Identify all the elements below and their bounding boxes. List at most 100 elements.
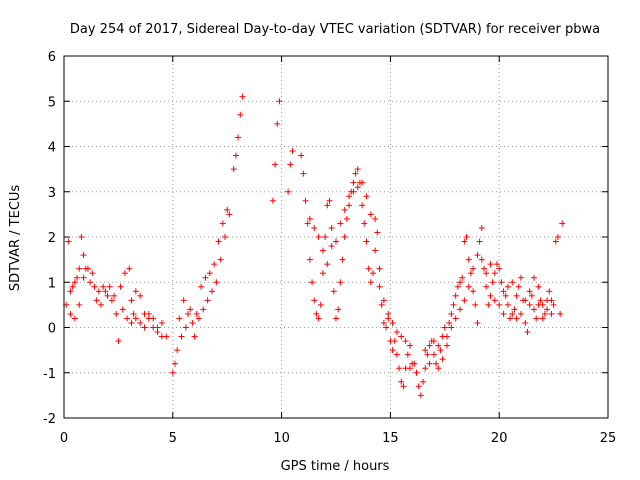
data-point-marker (232, 152, 239, 159)
data-point-marker (470, 265, 477, 272)
data-point-marker (145, 315, 152, 322)
data-point-marker (363, 238, 370, 245)
data-point-marker (507, 315, 514, 322)
data-point-marker (89, 270, 96, 277)
data-point-marker (476, 238, 483, 245)
data-point-marker (326, 197, 333, 204)
x-tick-label: 5 (169, 431, 177, 446)
data-point-marker (132, 288, 139, 295)
data-point-marker (359, 179, 366, 186)
data-point-marker (548, 310, 555, 317)
data-point-marker (215, 238, 222, 245)
data-point-marker (230, 166, 237, 173)
data-point-marker (76, 301, 83, 308)
data-point-marker (315, 315, 322, 322)
data-point-marker (328, 243, 335, 250)
data-point-marker (224, 206, 231, 213)
data-point-marker (411, 360, 418, 367)
data-point-marker (341, 206, 348, 213)
y-tick-label: 0 (48, 322, 56, 337)
data-point-marker (374, 229, 381, 236)
data-point-marker (393, 329, 400, 336)
data-point-marker (324, 261, 331, 268)
data-point-marker (417, 392, 424, 399)
data-point-marker (531, 306, 538, 313)
data-point-marker (372, 247, 379, 254)
data-point-marker (457, 279, 464, 286)
data-point-marker (169, 369, 176, 376)
data-point-marker (546, 288, 553, 295)
data-point-marker (448, 310, 455, 317)
data-point-marker (402, 338, 409, 345)
data-point-marker (383, 324, 390, 331)
data-point-marker (287, 161, 294, 168)
data-point-marker (237, 111, 244, 118)
data-point-marker (67, 288, 74, 295)
data-point-marker (128, 297, 135, 304)
data-point-marker (537, 297, 544, 304)
data-point-marker (404, 351, 411, 358)
data-point-marker (124, 315, 131, 322)
plot-frame (63, 55, 609, 419)
data-point-marker (95, 288, 102, 295)
data-point-marker (452, 315, 459, 322)
data-point-marker (491, 297, 498, 304)
data-point-marker (104, 292, 111, 299)
data-point-marker (526, 288, 533, 295)
data-point-marker (87, 279, 94, 286)
data-points (63, 93, 566, 399)
data-point-marker (269, 197, 276, 204)
data-point-marker (211, 261, 218, 268)
data-point-marker (498, 279, 505, 286)
data-point-marker (398, 378, 405, 385)
data-point-marker (496, 265, 503, 272)
data-point-marker (302, 197, 309, 204)
y-tick-label: 4 (48, 141, 56, 156)
data-point-marker (154, 329, 161, 336)
data-point-marker (426, 342, 433, 349)
data-point-marker (487, 261, 494, 268)
data-point-marker (511, 306, 518, 313)
data-point-marker (97, 301, 104, 308)
x-tick-label: 25 (600, 431, 617, 446)
data-point-marker (108, 297, 115, 304)
data-point-marker (324, 202, 331, 209)
data-point-marker (195, 315, 202, 322)
data-point-marker (533, 315, 540, 322)
data-point-marker (176, 315, 183, 322)
data-point-marker (544, 306, 551, 313)
data-point-marker (300, 170, 307, 177)
x-tick-label: 0 (60, 431, 68, 446)
data-point-marker (504, 283, 511, 290)
data-point-marker (474, 252, 481, 259)
data-point-marker (100, 283, 107, 290)
data-point-marker (191, 333, 198, 340)
y-tick-label: 1 (48, 276, 56, 291)
data-point-marker (213, 279, 220, 286)
data-point-marker (513, 292, 520, 299)
data-point-marker (193, 310, 200, 317)
data-point-marker (500, 310, 507, 317)
data-point-marker (337, 279, 344, 286)
data-point-marker (385, 315, 392, 322)
data-point-marker (376, 265, 383, 272)
data-point-marker (413, 369, 420, 376)
data-point-marker (91, 283, 98, 290)
data-point-marker (322, 234, 329, 240)
data-point-marker (346, 193, 353, 200)
data-point-marker (535, 283, 542, 290)
data-point-marker (441, 324, 448, 331)
x-axis-label: GPS time / hours (281, 459, 390, 474)
data-point-marker (200, 306, 207, 313)
data-point-marker (461, 297, 468, 304)
data-point-marker (393, 351, 400, 358)
data-point-marker (235, 134, 242, 141)
data-point-marker (354, 166, 361, 173)
data-point-marker (339, 256, 346, 263)
data-point-marker (522, 319, 529, 326)
data-point-marker (474, 319, 481, 326)
data-point-marker (522, 297, 529, 304)
data-point-marker (158, 319, 165, 326)
data-point-marker (541, 310, 548, 317)
data-point-marker (406, 342, 413, 349)
